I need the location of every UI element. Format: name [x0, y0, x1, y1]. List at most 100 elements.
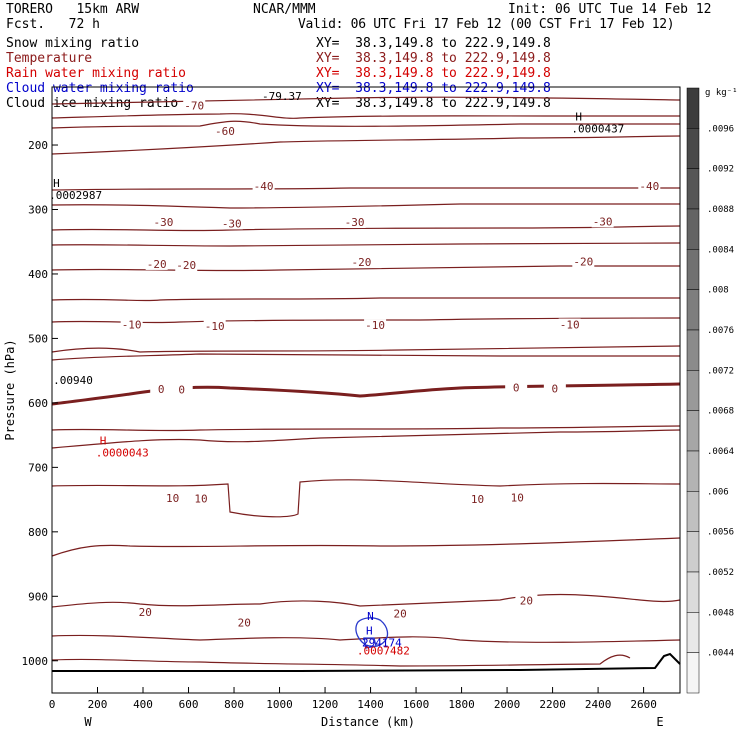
colorbar-tick-label: .006: [707, 487, 729, 497]
isotherm-label-bg: [506, 491, 529, 504]
colorbar-tick-label: .0072: [707, 366, 734, 376]
west-end-label: W: [84, 715, 92, 729]
colorbar-segment: [686, 450, 700, 492]
extremum-value: 294174: [362, 636, 402, 649]
extremum-mark: H: [575, 110, 582, 123]
y-tick-label: 200: [28, 139, 48, 152]
field-cloudwater-label: Cloud water mixing ratio: [6, 81, 194, 96]
isotherm-label-bg: [120, 318, 143, 331]
isotherm-label: -20: [176, 259, 196, 272]
colorbar-segment: [686, 329, 700, 371]
isotherm-label: -10: [560, 319, 580, 332]
y-tick-label: 600: [28, 397, 48, 410]
xsec-range-cloudice: XY= 38.3,149.8 to 222.9,149.8: [316, 96, 551, 111]
isotherm-label-bg: [213, 125, 236, 138]
isotherm-label-bg: [175, 259, 198, 272]
isotherm-label-bg: [134, 606, 157, 619]
colorbar-segment: [686, 128, 700, 169]
isotherm-label: 0: [158, 383, 165, 396]
field-rain-label: Rain water mixing ratio: [6, 66, 187, 81]
extremum-value: .0002987: [49, 189, 102, 202]
isotherm-label-bg: [203, 319, 226, 332]
isotherm-label: 0: [552, 382, 559, 395]
colorbar-segment: [686, 87, 700, 129]
isotherm-label-bg: [145, 257, 168, 270]
extremum-mark: H: [366, 624, 373, 637]
isotherm-label-bg: [252, 179, 275, 192]
isotherm-label-bg: [543, 382, 566, 395]
isotherm-label-bg: [170, 383, 193, 396]
isotherm-label-bg: [183, 99, 206, 112]
isotherm-label-bg: [638, 179, 661, 192]
isotherm-label: -10: [122, 319, 142, 332]
isotherm-label: -30: [345, 216, 365, 229]
isotherm-label: -20: [147, 258, 167, 271]
x-tick-label: 0: [49, 698, 56, 711]
y-tick-label: 900: [28, 590, 48, 603]
isotherm-label-bg: [190, 492, 213, 505]
colorbar-segment: [686, 652, 700, 694]
plot-frame: [51, 86, 681, 694]
colorbar-tick-label: .008: [707, 286, 729, 296]
isotherm-label-bg: [161, 491, 184, 504]
x-tick-label: 1600: [403, 698, 430, 711]
isotherm-label-bg: [505, 381, 528, 394]
isotherm-label: -20: [573, 255, 593, 268]
isotherm-lines: [51, 96, 681, 667]
isotherm-label-bg: [233, 616, 256, 629]
isotherm-label-bg: [591, 215, 614, 228]
y-tick-label: 400: [28, 268, 48, 281]
colorbar-tick-label: .0092: [707, 165, 734, 175]
isotherm-label: -10: [365, 319, 385, 332]
y-axis-title: Pressure (hPa): [3, 339, 17, 440]
cloud-water-contour: [355, 617, 389, 649]
x-tick-label: 600: [179, 698, 199, 711]
colorbar-segment: [686, 612, 700, 653]
extremum-mark: H: [53, 177, 60, 190]
x-tick-label: 1400: [357, 698, 384, 711]
isotherm-label: -30: [593, 215, 613, 228]
xsec-range-cloudwater: XY= 38.3,149.8 to 222.9,149.8: [316, 81, 551, 96]
x-tick-label: 1000: [266, 698, 293, 711]
extremum-value: .0000437: [571, 122, 624, 135]
colorbar-tick-label: .0044: [707, 649, 734, 659]
x-tick-label: 2600: [630, 698, 657, 711]
x-tick-label: 2400: [585, 698, 612, 711]
isotherm-label: -60: [215, 125, 235, 138]
colorbar-tick-label: .0056: [707, 528, 734, 538]
extremum-value: .00940: [53, 374, 93, 387]
isotherm-label: 20: [394, 607, 407, 620]
colorbar-segment: [686, 571, 700, 613]
colorbar-tick-label: .0068: [707, 407, 734, 417]
y-tick-label: 500: [28, 332, 48, 345]
isotherm-label-bg: [572, 255, 595, 268]
field-temperature-label: Temperature: [6, 51, 93, 66]
model-title: TORERO 15km ARW: [6, 2, 140, 17]
colorbar-tick-label: .0052: [707, 568, 734, 578]
isotherm-label-bg: [343, 216, 366, 229]
x-tick-label: 1200: [312, 698, 339, 711]
isotherm-label-bg: [389, 607, 412, 620]
x-tick-label: 2000: [494, 698, 521, 711]
colorbar-tick-label: .0088: [707, 205, 734, 215]
terrain-surface: [52, 652, 681, 672]
isotherm-label-bg: [150, 383, 173, 395]
isotherm-label: 10: [166, 492, 179, 505]
isotherm-label: 0: [513, 382, 520, 395]
overlay-value-label: -79.37: [262, 90, 302, 103]
colorbar-segment: [686, 208, 700, 250]
field-cloudice-label: Cloud ice mixing ratio: [6, 96, 179, 111]
isotherm-label: -40: [254, 180, 274, 193]
x-tick-label: 800: [224, 698, 244, 711]
isotherm-label: 10: [471, 493, 484, 506]
x-tick-label: 2200: [539, 698, 566, 711]
x-axis-title: Distance (km): [321, 715, 415, 729]
xsec-range-temperature: XY= 38.3,149.8 to 222.9,149.8: [316, 51, 551, 66]
xsec-range-snow: XY= 38.3,149.8 to 222.9,149.8: [316, 36, 551, 51]
isotherm-label: -20: [352, 256, 372, 269]
y-tick-label: 800: [28, 526, 48, 539]
east-end-label: E: [656, 715, 663, 729]
isotherm-label-bg: [152, 216, 175, 229]
isotherm-label: -30: [154, 216, 174, 229]
field-snow-label: Snow mixing ratio: [6, 36, 140, 51]
